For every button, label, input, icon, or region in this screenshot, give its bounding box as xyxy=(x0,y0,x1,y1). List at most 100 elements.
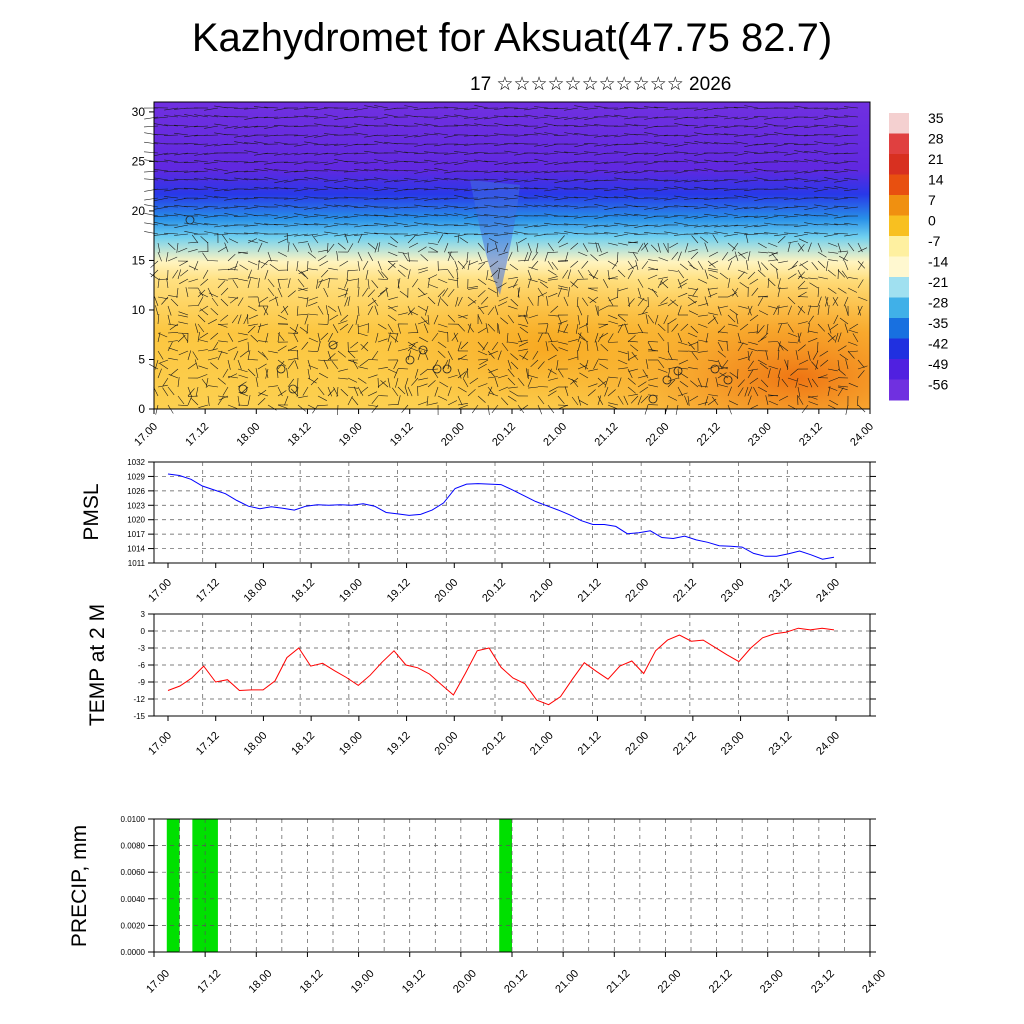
wind-barb xyxy=(571,396,579,406)
wind-barb xyxy=(608,320,619,325)
wind-barb xyxy=(714,179,729,182)
wind-barb xyxy=(593,359,599,370)
wind-barb xyxy=(777,368,781,379)
wind-barb xyxy=(384,187,399,190)
wind-barb xyxy=(194,178,209,181)
wind-barb xyxy=(783,143,799,145)
wind-barb xyxy=(627,332,639,335)
wind-barb xyxy=(403,197,419,199)
wind-barb xyxy=(238,374,249,379)
wind-barb xyxy=(677,392,688,397)
wind-barb xyxy=(553,107,569,110)
wind-barb xyxy=(594,143,609,147)
wind-barb xyxy=(584,124,599,127)
wind-barb xyxy=(814,204,829,208)
wind-barb xyxy=(455,296,459,307)
wind-barb xyxy=(539,281,549,289)
wind-barb xyxy=(337,404,339,416)
wind-barb xyxy=(154,206,169,210)
wind-barb xyxy=(453,224,469,226)
wind-barb xyxy=(807,377,813,388)
wind-barb xyxy=(699,236,709,244)
xsec-time-label-23.00: 23.00 xyxy=(746,421,774,449)
wind-barb xyxy=(533,187,549,190)
wind-barb xyxy=(484,204,499,208)
wind-barb xyxy=(674,179,689,183)
wind-barb xyxy=(589,296,599,303)
wind-barb xyxy=(387,242,398,248)
wind-barb xyxy=(648,267,659,271)
wind-barb xyxy=(574,187,589,190)
wind-barb xyxy=(804,206,819,210)
wind-barb xyxy=(800,263,809,271)
wind-barb xyxy=(483,188,499,191)
wind-barb xyxy=(254,187,269,190)
wind-barb xyxy=(277,278,281,289)
wind-barb xyxy=(420,316,429,325)
wind-barb xyxy=(337,377,348,380)
wind-barb xyxy=(144,178,159,181)
wind-barb xyxy=(488,368,499,373)
wind-barb xyxy=(434,116,449,120)
wind-barb xyxy=(634,124,649,127)
wind-barb xyxy=(633,107,649,109)
wind-barb xyxy=(597,395,602,406)
wind-barb xyxy=(296,305,299,317)
wind-barb xyxy=(157,242,161,253)
wind-barb xyxy=(344,178,359,181)
wind-barb xyxy=(163,170,179,173)
wind-barb xyxy=(494,196,509,199)
wind-barb xyxy=(477,395,486,403)
wind-barb xyxy=(534,125,549,129)
wind-barb xyxy=(794,160,809,163)
wind-barb xyxy=(488,238,499,244)
wind-barb xyxy=(727,260,733,271)
wind-barb xyxy=(302,386,309,396)
wind-barb xyxy=(494,107,509,110)
wind-barb xyxy=(694,186,709,190)
wind-barb xyxy=(608,402,619,406)
wind-barb xyxy=(827,287,837,294)
wind-barb xyxy=(377,323,387,330)
wind-barb xyxy=(584,116,599,120)
pmsl-ytick-label-1014: 1014 xyxy=(127,545,145,554)
wind-barb xyxy=(327,242,329,254)
wind-barb xyxy=(648,259,659,262)
wind-barb xyxy=(353,187,369,190)
wind-barb xyxy=(783,134,799,136)
wind-barb xyxy=(204,125,219,129)
wind-barb xyxy=(744,116,759,121)
wind-barb xyxy=(143,125,159,128)
colorbar-swatch xyxy=(889,297,909,319)
wind-barb xyxy=(337,242,346,250)
wind-barb xyxy=(397,386,406,395)
wind-barb xyxy=(760,379,769,388)
wind-barb xyxy=(167,242,176,251)
wind-barb xyxy=(773,214,789,217)
precip-time-label-22.12: 22.12 xyxy=(707,968,735,996)
wind-barb xyxy=(768,400,779,406)
wind-barb xyxy=(654,141,669,145)
wind-barb xyxy=(815,359,819,370)
wind-barb xyxy=(847,341,858,346)
wind-barb xyxy=(247,325,256,334)
wind-barb xyxy=(363,143,379,146)
wind-barb xyxy=(677,368,680,380)
wind-barb xyxy=(297,313,309,316)
wind-barb xyxy=(414,233,429,237)
wind-barb xyxy=(464,188,479,192)
wind-barb xyxy=(584,224,599,228)
wind-barb xyxy=(447,251,455,261)
precip-ytick-label-0.0060: 0.0060 xyxy=(121,868,146,877)
wind-barb xyxy=(724,204,739,208)
wind-barb xyxy=(244,107,259,110)
wind-barb xyxy=(318,278,329,283)
colorbar-label-35: 35 xyxy=(928,110,944,126)
wind-barb xyxy=(293,115,309,118)
wind-barb xyxy=(844,115,859,118)
wind-barb xyxy=(207,260,219,262)
wind-barb xyxy=(767,277,770,289)
wind-barb xyxy=(489,260,499,268)
wind-barb xyxy=(297,269,306,277)
wind-barb xyxy=(364,186,379,190)
